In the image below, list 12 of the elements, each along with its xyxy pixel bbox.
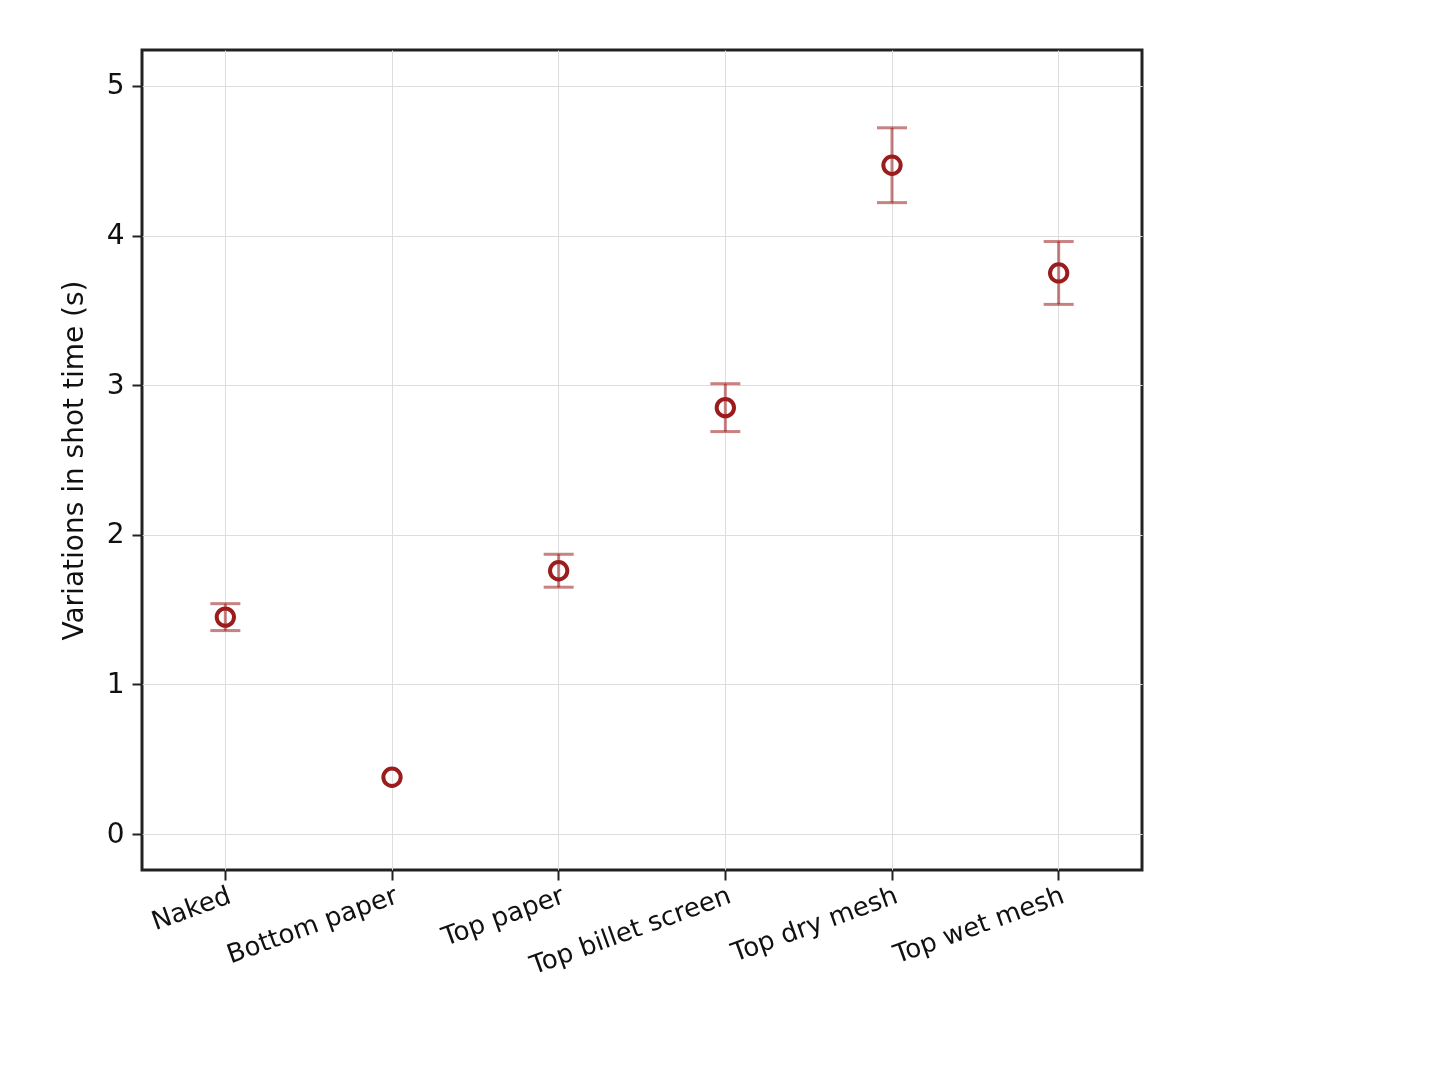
y-axis-title: Variations in shot time (s) xyxy=(56,280,90,641)
point xyxy=(881,154,903,176)
y-tick-label: 1 xyxy=(106,666,125,700)
point xyxy=(548,560,570,582)
y-tick-label: 4 xyxy=(106,218,125,252)
point xyxy=(381,766,403,788)
point xyxy=(714,396,736,419)
y-tick-label: 5 xyxy=(106,68,125,102)
point xyxy=(1048,262,1070,284)
y-tick-label: 2 xyxy=(106,517,125,551)
y-tick-label: 3 xyxy=(106,367,125,401)
y-tick-label: 0 xyxy=(106,816,125,850)
